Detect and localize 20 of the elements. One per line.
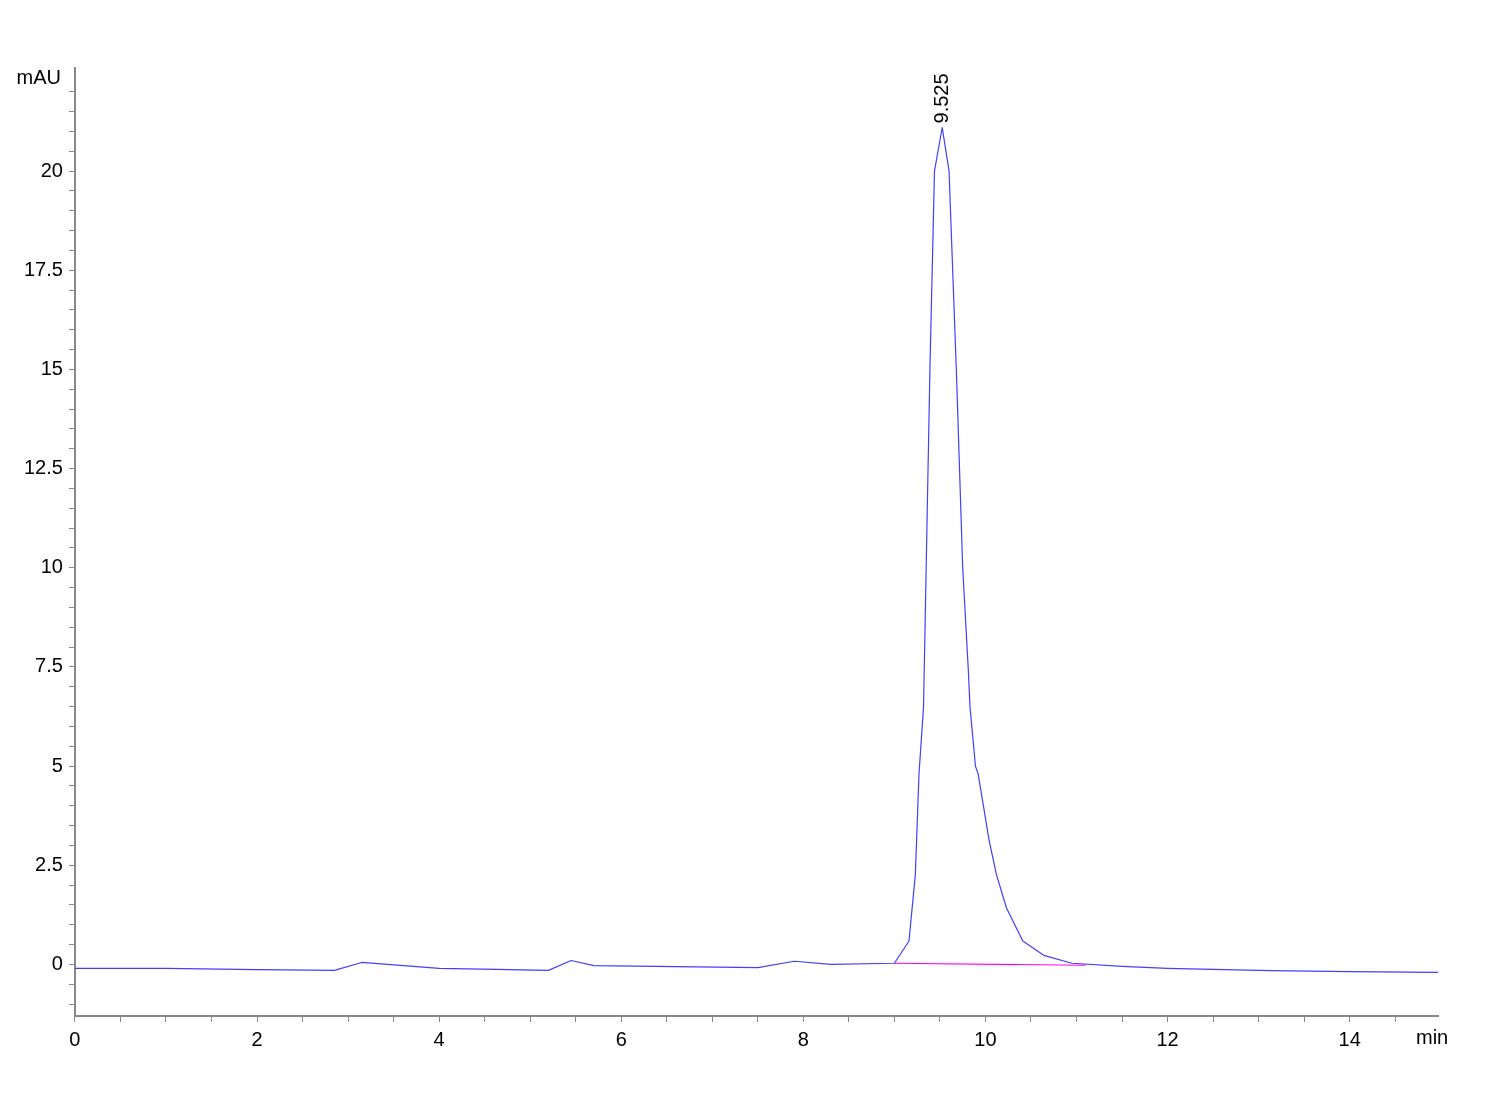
x-tick-label: 4: [433, 1027, 445, 1050]
y-tick-label: 10: [40, 555, 63, 578]
y-tick-label: 7.5: [35, 654, 63, 677]
y-tick-label: 20: [40, 158, 63, 181]
x-tick-label: 6: [615, 1027, 627, 1050]
x-tick-label: 0: [69, 1027, 81, 1050]
x-axis-title: min: [1416, 1025, 1449, 1048]
y-axis-title: mAU: [16, 65, 61, 88]
y-tick-label: 15: [40, 356, 63, 379]
x-tick-label: 8: [797, 1027, 809, 1050]
y-tick-label: 12.5: [23, 456, 63, 479]
y-tick-label: 2.5: [35, 852, 63, 875]
y-tick-label: 5: [51, 753, 63, 776]
x-tick-label: 14: [1338, 1027, 1361, 1050]
x-tick-label: 12: [1156, 1027, 1179, 1050]
annotation: 9.525: [929, 73, 952, 124]
x-tick-label: 2: [251, 1027, 263, 1050]
y-tick-label: 0: [51, 951, 63, 974]
y-tick-label: 17.5: [23, 257, 63, 280]
x-tick-label: 10: [974, 1027, 997, 1050]
